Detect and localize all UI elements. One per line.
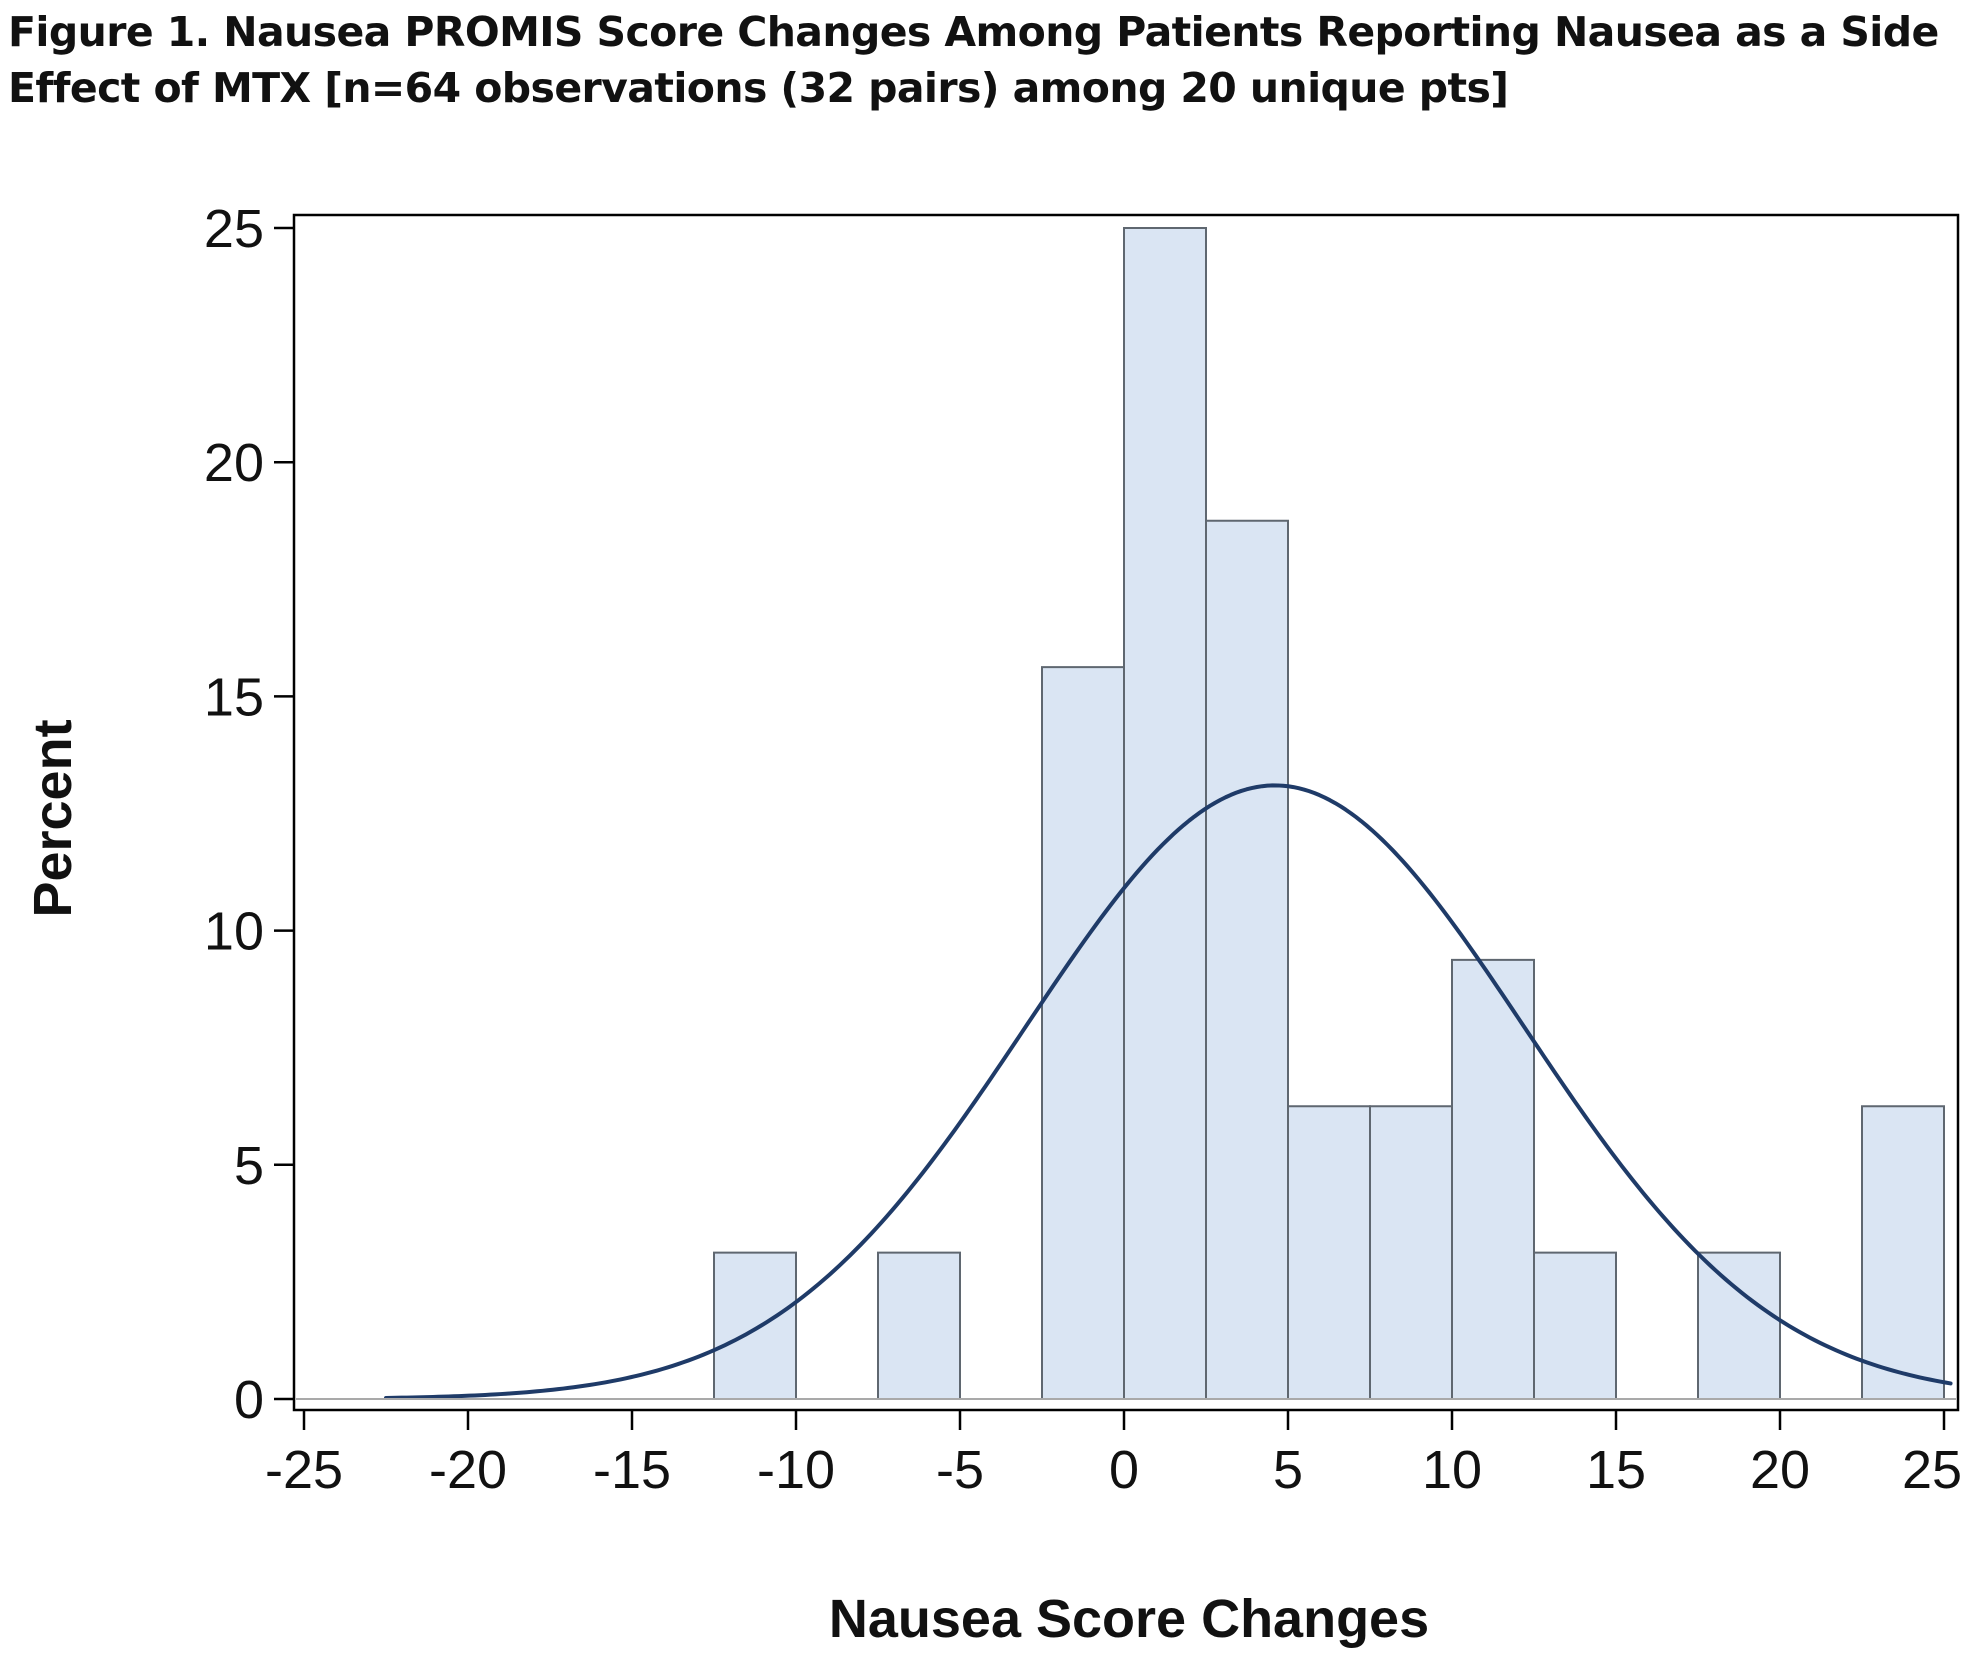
x-axis: -25 -20 -15 -10 -5 0 5 10 15 20 25: [265, 1410, 1962, 1500]
x-tick-label-2: -15: [593, 1440, 671, 1500]
y-tick-label-5: 25: [204, 199, 264, 259]
y-tick-label-2: 10: [204, 902, 264, 962]
y-tick-label-4: 20: [204, 433, 264, 493]
histogram-bar-4: [1205, 519, 1289, 1400]
histogram-bar-5: [1287, 1105, 1371, 1400]
histogram-bar-1: [877, 1251, 961, 1400]
y-tick-label-0: 0: [234, 1370, 264, 1430]
histogram-bar-9: [1697, 1251, 1781, 1400]
y-tick-label-1: 5: [234, 1136, 264, 1196]
x-tick-label-5: 0: [1109, 1440, 1139, 1500]
y-axis-label: Percent: [23, 719, 83, 917]
x-tick-label-7: 10: [1422, 1440, 1482, 1500]
histogram-bar-10: [1861, 1105, 1945, 1400]
x-tick-label-0: -25: [265, 1440, 343, 1500]
x-tick-label-4: -5: [936, 1440, 984, 1500]
histogram-bars: [713, 227, 1945, 1400]
x-axis-label: Nausea Score Changes: [829, 1589, 1429, 1649]
histogram-bar-8: [1533, 1251, 1617, 1400]
x-tick-label-8: 15: [1586, 1440, 1646, 1500]
histogram-bar-2: [1041, 666, 1125, 1400]
x-tick-label-6: 5: [1273, 1440, 1303, 1500]
figure-title-line-1: Figure 1. Nausea PROMIS Score Changes Am…: [8, 8, 1939, 56]
histogram-bar-0: [713, 1251, 797, 1400]
histogram-bar-3: [1123, 227, 1207, 1400]
x-tick-label-9: 20: [1750, 1440, 1810, 1500]
figure-title: Figure 1. Nausea PROMIS Score Changes Am…: [8, 4, 1968, 116]
x-tick-label-10: 25: [1902, 1440, 1962, 1500]
y-tick-label-3: 15: [204, 667, 264, 727]
histogram-bar-6: [1369, 1105, 1453, 1400]
y-axis: 0 5 10 15 20 25: [204, 199, 294, 1430]
normal-curve: [384, 783, 1953, 1400]
figure-title-line-2: Effect of MTX [n=64 observations (32 pai…: [8, 64, 1509, 112]
plot-frame: [292, 213, 1960, 1412]
x-tick-label-1: -20: [429, 1440, 507, 1500]
x-tick-label-3: -10: [757, 1440, 835, 1500]
